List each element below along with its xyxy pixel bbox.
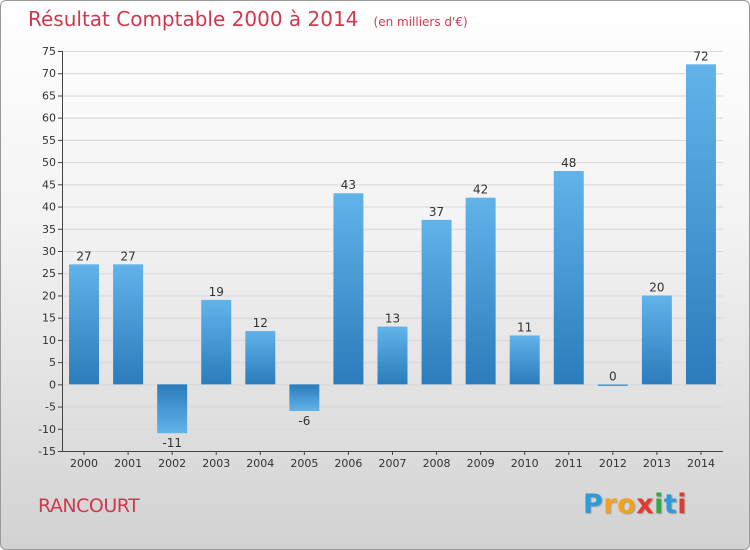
x-tick-label: 2011: [555, 457, 583, 470]
data-label-2010: 11: [517, 320, 532, 334]
y-tick-label: 70: [42, 67, 56, 80]
x-tick-label: 2001: [114, 457, 142, 470]
y-tick-label: 0: [49, 378, 56, 391]
data-label-2008: 37: [429, 205, 444, 219]
title-block: Résultat Comptable 2000 à 2014 (en milli…: [28, 7, 468, 31]
bar-2002: [157, 384, 188, 434]
chart-subtitle: (en milliers d'€): [373, 15, 468, 29]
y-tick-label: -15: [38, 445, 56, 458]
bar-2001: [113, 264, 144, 385]
x-tick-label: 2000: [70, 457, 98, 470]
logo-letter: P: [583, 489, 604, 520]
y-tick-label: 60: [42, 112, 56, 125]
y-tick-label: 75: [42, 45, 56, 58]
x-tick-label: 2014: [687, 457, 715, 470]
y-tick-label: 55: [42, 134, 56, 147]
bar-2011: [553, 171, 584, 385]
data-label-2009: 42: [473, 183, 488, 197]
bar-2000: [69, 264, 100, 385]
x-tick-label: 2008: [423, 457, 451, 470]
y-tick-label: 50: [42, 156, 56, 169]
data-label-2001: 27: [120, 249, 135, 263]
logo-letter: x: [636, 489, 655, 520]
chart-title: Résultat Comptable 2000 à 2014: [28, 7, 359, 31]
bar-2003: [201, 299, 232, 385]
logo-letter: i: [677, 489, 688, 520]
y-tick-label: 5: [49, 356, 56, 369]
x-tick-label: 2005: [290, 457, 318, 470]
x-tick-label: 2002: [158, 457, 186, 470]
data-label-2014: 72: [693, 49, 708, 63]
commune-name: RANCOURT: [38, 495, 140, 517]
data-label-2013: 20: [649, 280, 664, 294]
y-tick-label: 10: [42, 334, 56, 347]
x-tick-label: 2013: [643, 457, 671, 470]
bar-2010: [509, 335, 540, 385]
y-tick-label: -5: [45, 401, 56, 414]
logo-letter: i: [654, 489, 664, 520]
logo-letter: r: [603, 489, 618, 520]
y-tick-label: 35: [42, 223, 56, 236]
y-tick-label: 30: [42, 245, 56, 258]
y-tick-label: 45: [42, 178, 56, 191]
data-label-2003: 19: [209, 285, 224, 299]
y-tick-label: 40: [42, 201, 56, 214]
data-label-2006: 43: [341, 178, 356, 192]
bar-2014: [685, 64, 716, 385]
x-tick-label: 2007: [379, 457, 407, 470]
x-tick-label: 2012: [599, 457, 627, 470]
data-label-2011: 48: [561, 156, 576, 170]
x-tick-label: 2003: [202, 457, 230, 470]
logo-letter: t: [663, 489, 678, 520]
bar-2005: [289, 384, 320, 411]
bar-2004: [245, 331, 276, 385]
y-tick-label: 15: [42, 312, 56, 325]
y-tick-label: 65: [42, 89, 56, 102]
bar-2006: [333, 193, 364, 385]
data-label-2012: 0: [609, 369, 617, 383]
x-tick-label: 2004: [246, 457, 274, 470]
data-label-2005: -6: [298, 414, 310, 428]
x-tick-label: 2006: [334, 457, 362, 470]
y-tick-label: 20: [42, 289, 56, 302]
bar-2008: [421, 219, 452, 385]
logo-letter: o: [617, 489, 637, 520]
data-label-2002: -11: [162, 436, 182, 450]
proxiti-logo[interactable]: Proxiti: [583, 489, 687, 520]
bar-2013: [641, 295, 672, 385]
x-tick-label: 2009: [467, 457, 495, 470]
bar-2012: [597, 384, 628, 386]
data-label-2000: 27: [76, 249, 91, 263]
data-label-2007: 13: [385, 312, 400, 326]
bar-2007: [377, 326, 408, 385]
data-label-2004: 12: [253, 316, 268, 330]
bar-2009: [465, 197, 496, 385]
x-tick-label: 2010: [511, 457, 539, 470]
y-tick-label: -10: [38, 423, 56, 436]
y-tick-label: 25: [42, 267, 56, 280]
